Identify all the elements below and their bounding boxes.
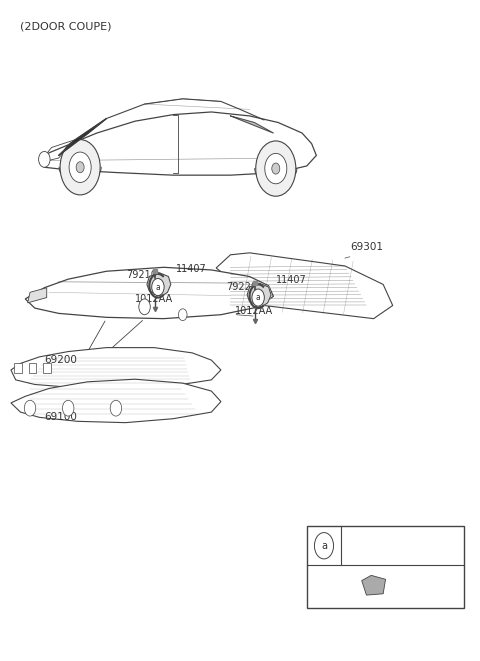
Bar [307, 526, 464, 608]
Text: 86421: 86421 [336, 539, 373, 552]
Text: a: a [321, 541, 327, 551]
Text: 69200: 69200 [44, 355, 77, 365]
Bar [29, 363, 36, 373]
Polygon shape [247, 283, 271, 307]
Text: 1012AA: 1012AA [135, 294, 173, 304]
Circle shape [62, 401, 74, 416]
Text: 69301: 69301 [350, 241, 383, 252]
Polygon shape [362, 575, 385, 595]
Polygon shape [11, 348, 221, 389]
Text: (2DOOR COUPE): (2DOOR COUPE) [21, 21, 112, 31]
Polygon shape [147, 272, 171, 296]
Circle shape [60, 139, 100, 195]
Circle shape [314, 533, 334, 559]
Circle shape [110, 401, 121, 416]
Text: 79210: 79210 [126, 270, 157, 280]
Text: 69100: 69100 [44, 412, 77, 422]
Polygon shape [28, 288, 47, 303]
Circle shape [256, 141, 296, 196]
Polygon shape [59, 118, 107, 155]
Polygon shape [216, 253, 393, 319]
Polygon shape [11, 379, 221, 422]
Text: 11407: 11407 [276, 276, 307, 286]
Circle shape [76, 162, 84, 173]
Circle shape [179, 309, 187, 321]
Text: a: a [256, 293, 261, 302]
Circle shape [139, 299, 150, 315]
Polygon shape [25, 267, 274, 319]
Circle shape [265, 153, 287, 184]
Bar [43, 363, 50, 373]
Circle shape [38, 151, 50, 167]
Circle shape [69, 152, 91, 182]
Bar [14, 363, 22, 373]
Polygon shape [39, 112, 316, 175]
Polygon shape [230, 116, 274, 133]
Circle shape [272, 163, 280, 174]
Text: a: a [156, 282, 160, 292]
Text: 1012AA: 1012AA [235, 306, 273, 316]
Text: 79220: 79220 [227, 282, 258, 292]
Text: 11407: 11407 [176, 264, 206, 274]
Circle shape [252, 289, 264, 306]
Circle shape [152, 278, 164, 295]
Circle shape [24, 401, 36, 416]
